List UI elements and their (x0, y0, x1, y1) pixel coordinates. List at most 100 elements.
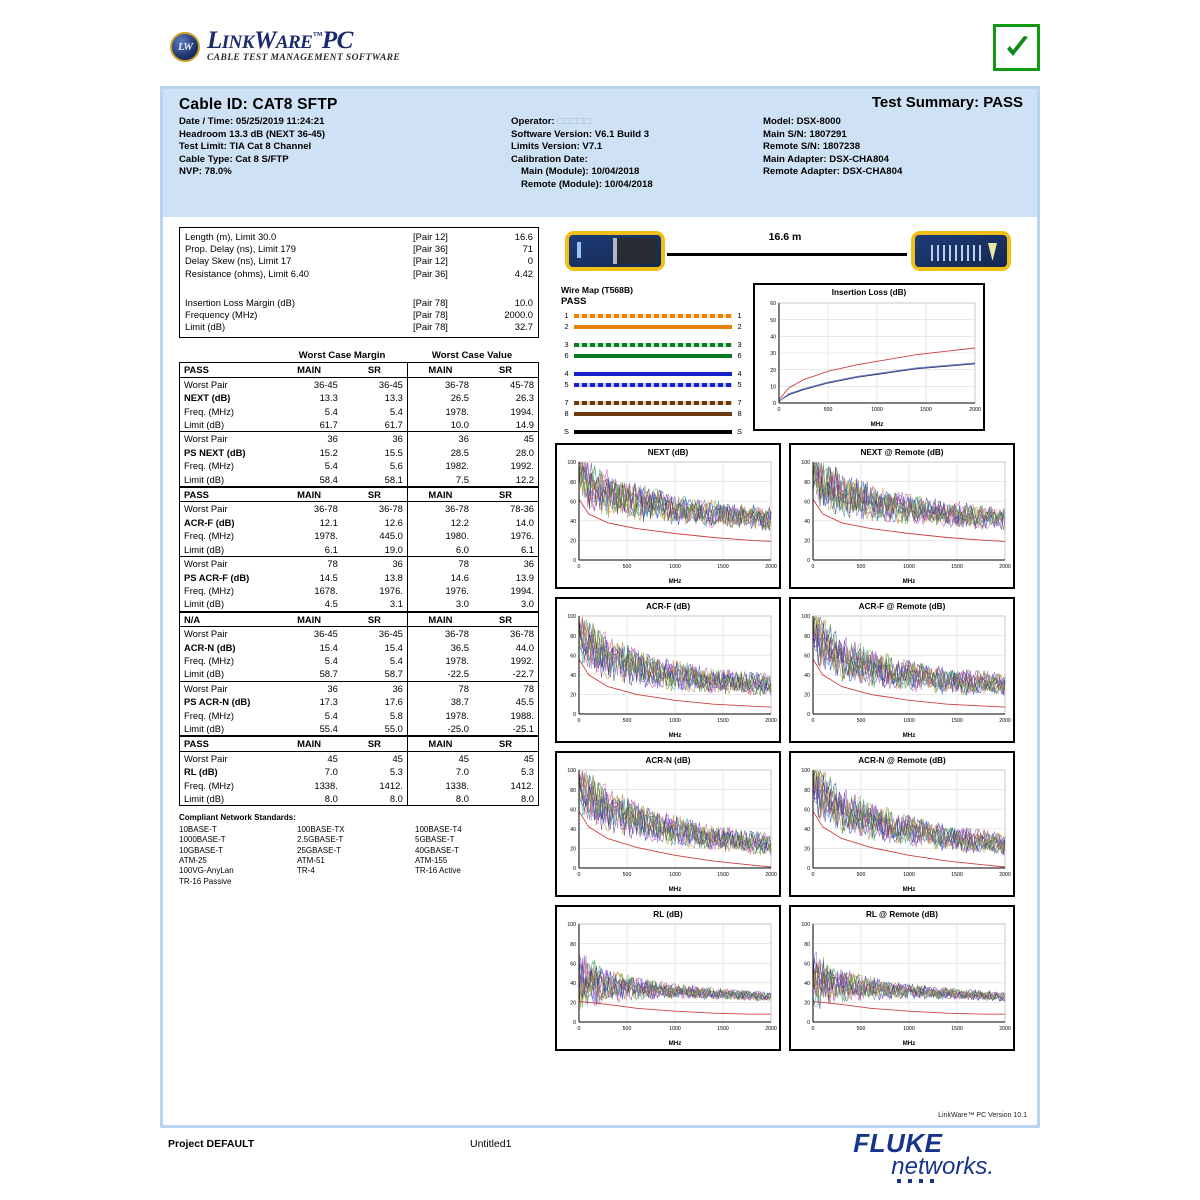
svg-text:MHz: MHz (669, 1040, 682, 1047)
svg-text:1000: 1000 (871, 407, 883, 413)
svg-text:500: 500 (857, 718, 866, 724)
wire-line-icon (574, 382, 732, 387)
svg-text:0: 0 (573, 712, 576, 718)
svg-text:1000: 1000 (669, 1026, 681, 1032)
svg-text:20: 20 (804, 1001, 810, 1007)
wire-line-icon (574, 411, 732, 416)
left-column: Length (m), Limit 30.0 [Pair 12] 16.6 Pr… (179, 227, 539, 887)
chart-plot: 0 10 20 30 40 50 60 0 500 1000 1500 2000 MHz (770, 301, 981, 428)
row-value-main: -25.0 (406, 721, 473, 737)
row-value-main: 26.5 (406, 391, 473, 405)
measurement-row: Resistance (ohms), Limit 6.40 [Pair 36] … (185, 268, 533, 280)
results-row: Worst Pair 36 36 36 45 (179, 431, 539, 446)
standard-item: ATM-155 (415, 856, 448, 866)
row-value-main: 78 (406, 556, 473, 571)
svg-text:60: 60 (570, 499, 576, 505)
cable-id: Cable ID: CAT8 SFTP (179, 96, 338, 113)
row-margin-main: 1678. (314, 584, 338, 596)
row-margin-main: 58.4 (319, 473, 338, 485)
row-value-main: 12.2 (406, 515, 473, 530)
measurement-label: Length (m), Limit 30.0 (185, 231, 277, 242)
svg-text:1000: 1000 (903, 872, 915, 878)
col-value-sr: SR (472, 362, 539, 378)
wire-line-icon (574, 353, 732, 358)
svg-text:100: 100 (567, 922, 576, 928)
row-label: Worst Pair (179, 431, 277, 446)
row-margin-main: 5.4 (324, 460, 338, 472)
row-value-main: 10.0 (406, 418, 473, 432)
svg-text:0: 0 (807, 1020, 810, 1026)
svg-text:20: 20 (804, 693, 810, 699)
col-value-main: MAIN (406, 610, 473, 628)
row-margin-sr: 13.8 (384, 571, 403, 583)
measurement-label: Resistance (ohms), Limit 6.40 (185, 267, 310, 279)
fluke-dots-icon (897, 1179, 994, 1183)
row-label: PS ACR-N (dB) (184, 696, 251, 708)
row-value-main: 1978. (406, 404, 473, 419)
measurement-label: Delay Skew (ns), Limit 17 (185, 255, 292, 267)
row-value-sr: 78-36 (510, 503, 534, 515)
svg-text:0: 0 (812, 718, 815, 724)
row-margin-main: 17.3 (319, 696, 338, 708)
row-margin-sr: 1412. (379, 779, 403, 791)
row-margin-main: 5.4 (324, 405, 338, 417)
row-margin-main: 4.5 (324, 598, 338, 610)
row-margin-main: 15.2 (319, 446, 338, 458)
compliant-standards: Compliant Network Standards: 10BASE-T 100… (179, 813, 539, 887)
col-margin-sr: SR (341, 610, 408, 628)
row-value-sr: 1992. (510, 654, 534, 666)
svg-text:0: 0 (573, 558, 576, 564)
measurement-value: 32.7 (514, 321, 533, 333)
svg-text:40: 40 (804, 827, 810, 833)
worst-case-group-headers: Worst Case Margin Worst Case Value (179, 350, 539, 361)
standard-item: TR-16 Active (415, 866, 461, 876)
row-value-sr: 28.0 (515, 446, 534, 458)
wire-map-spacer (561, 332, 745, 339)
footer-project: Project DEFAULT (168, 1138, 255, 1150)
row-label: ACR-F (dB) (184, 516, 235, 528)
row-margin-main: 7.0 (324, 766, 338, 778)
row-label: Limit (dB) (184, 473, 225, 485)
header-cable-type: Cable Type: Cat 8 S/FTP (179, 153, 289, 165)
results-row: Worst Pair 78 36 78 36 (179, 556, 539, 571)
svg-text:1500: 1500 (717, 1026, 729, 1032)
svg-text:100: 100 (801, 768, 810, 774)
row-margin-sr: 5.6 (389, 460, 403, 472)
svg-text:40: 40 (570, 827, 576, 833)
row-value-main: 3.0 (406, 597, 473, 612)
row-value-main: 1338. (406, 778, 473, 793)
operator-value: □□□□□ (557, 116, 592, 127)
svg-text:60: 60 (770, 301, 776, 307)
results-row: Limit (dB) 4.5 3.1 3.0 3.0 (180, 597, 539, 612)
wire-pin-left: 4 (564, 369, 569, 378)
col-margin-main: MAIN (276, 610, 342, 628)
row-value-sr: 5.3 (520, 766, 534, 778)
results-row: Freq. (MHz) 1678. 1976. 1976. 1994. (180, 583, 539, 598)
svg-text:1000: 1000 (903, 1026, 915, 1032)
results-row: Worst Pair 36-78 36-78 36-78 78-36 (180, 501, 539, 516)
col-value-main: MAIN (406, 362, 473, 378)
row-value-sr: 45 (472, 431, 539, 446)
svg-text:MHz: MHz (903, 578, 916, 585)
chart-cell: RL @ Remote (dB) 0 20 40 60 80 100 0 500 1000 150… (789, 905, 1015, 1051)
svg-text:20: 20 (570, 693, 576, 699)
wire-line-icon (574, 371, 732, 376)
results-row: Freq. (MHz) 5.4 5.6 1982. 1992. (180, 459, 539, 473)
svg-text:80: 80 (570, 480, 576, 486)
svg-text:500: 500 (857, 564, 866, 570)
svg-text:1500: 1500 (951, 872, 963, 878)
svg-text:MHz: MHz (903, 886, 916, 893)
header-calibration-date: Calibration Date: (511, 153, 588, 165)
results-row: RL (dB) 7.0 5.3 7.0 5.3 (180, 765, 539, 779)
svg-text:500: 500 (824, 407, 833, 413)
cable-link-line (667, 253, 907, 256)
row-margin-sr: 19.0 (384, 543, 403, 555)
row-value-sr: 26.3 (515, 392, 534, 404)
row-value-sr: 78 (472, 680, 539, 696)
chart-cell: NEXT (dB) 0 20 40 60 80 100 0 500 1000 1500 2000 MH… (555, 443, 781, 589)
header-model: Model: DSX-8000 (763, 116, 841, 127)
row-margin-sr: 36-45 (378, 378, 403, 390)
svg-text:1000: 1000 (669, 564, 681, 570)
svg-text:2000: 2000 (765, 872, 777, 878)
